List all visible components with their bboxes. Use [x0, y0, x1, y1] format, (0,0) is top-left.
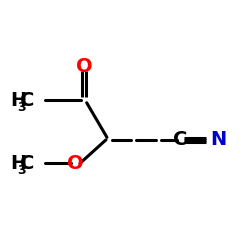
Text: N: N: [210, 130, 226, 149]
Text: C: C: [20, 154, 34, 173]
Text: 3: 3: [17, 164, 25, 177]
Text: 3: 3: [17, 101, 25, 114]
Text: C: C: [174, 130, 188, 149]
Text: H: H: [10, 91, 26, 110]
Text: O: O: [67, 154, 84, 173]
Text: O: O: [76, 58, 92, 76]
Text: C: C: [20, 91, 34, 110]
Text: H: H: [10, 154, 26, 173]
